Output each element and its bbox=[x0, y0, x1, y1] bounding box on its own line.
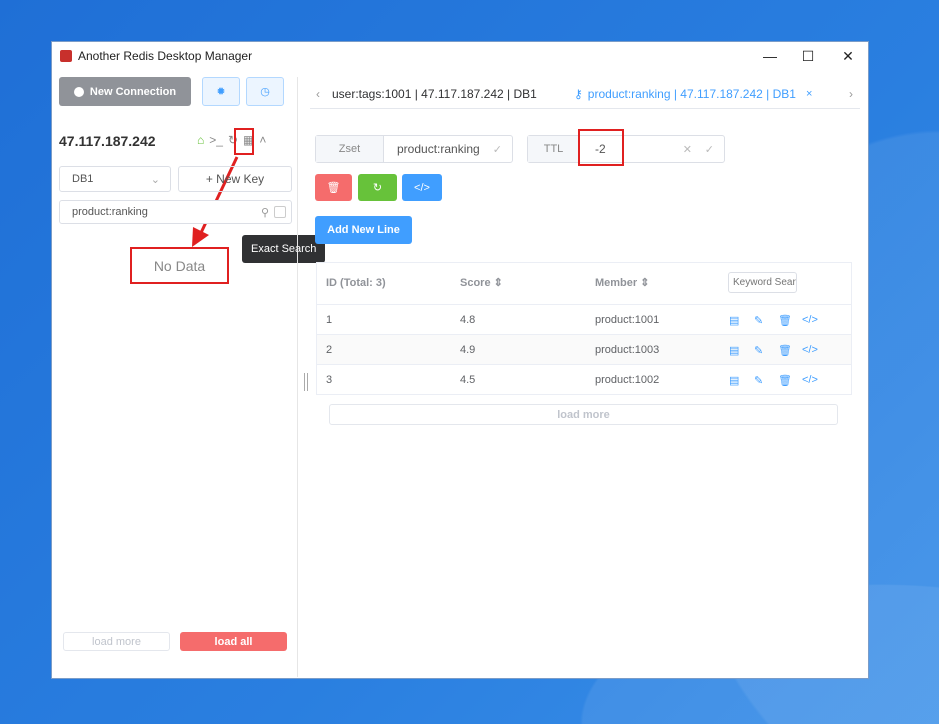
gear-icon: ✹ bbox=[216, 86, 226, 98]
row-member: product:1002 bbox=[595, 374, 660, 386]
annotation-box bbox=[234, 128, 254, 155]
view-icon[interactable]: ▤ bbox=[729, 345, 740, 357]
chevron-down-icon: ⌄ bbox=[150, 173, 160, 186]
grid-icon[interactable]: ▦ bbox=[243, 133, 255, 147]
row-id: 3 bbox=[326, 374, 333, 386]
clear-icon[interactable]: ✕ bbox=[682, 143, 692, 156]
connection-name[interactable]: 47.117.187.242 bbox=[59, 133, 156, 149]
ttl-label: TTL bbox=[528, 136, 580, 162]
tab-label: product:ranking | 47.117.187.242 | DB1 bbox=[587, 87, 796, 101]
ttl-value[interactable]: -2 bbox=[595, 142, 606, 156]
close-button[interactable]: ✕ bbox=[842, 47, 854, 64]
annotation-box bbox=[578, 129, 624, 166]
load-all-button[interactable]: load all bbox=[180, 632, 287, 651]
code-icon[interactable]: </> bbox=[802, 314, 818, 326]
table-row: 3 4.5 product:1002 ▤ ✎ 🗑 </> bbox=[317, 364, 851, 395]
table-header: ID (Total: 3) Score ⇕ Member ⇕ bbox=[317, 263, 851, 304]
chevron-up-icon[interactable]: ˄ bbox=[259, 133, 267, 147]
no-data-text: No Data bbox=[130, 247, 229, 284]
header-id: ID (Total: 3) bbox=[326, 277, 386, 289]
key-type-label: Zset bbox=[316, 136, 384, 162]
sidebar-divider[interactable] bbox=[297, 77, 298, 677]
tab-product-ranking[interactable]: ⚷ product:ranking | 47.117.187.242 | DB1… bbox=[574, 80, 812, 108]
tab-bar-border bbox=[310, 108, 860, 109]
app-window: Another Redis Desktop Manager — ☐ ✕ New … bbox=[51, 41, 869, 679]
header-member[interactable]: Member ⇕ bbox=[595, 276, 649, 289]
settings-button[interactable]: ✹ bbox=[202, 77, 240, 106]
row-score: 4.9 bbox=[460, 344, 476, 356]
exact-search-tooltip: Exact Search bbox=[242, 235, 326, 263]
maximize-button[interactable]: ☐ bbox=[801, 47, 815, 64]
trash-icon[interactable]: 🗑 bbox=[778, 345, 792, 357]
new-connection-label: New Connection bbox=[89, 85, 177, 98]
refresh-icon: ↻ bbox=[372, 182, 383, 194]
check-icon[interactable]: ✓ bbox=[704, 143, 714, 156]
minimize-button[interactable]: — bbox=[763, 48, 777, 64]
key-name-field[interactable]: Zset product:ranking ✓ bbox=[315, 135, 513, 163]
tab-scroll-left[interactable]: ‹ bbox=[316, 87, 320, 101]
refresh-key-button[interactable]: ↻ bbox=[358, 174, 397, 201]
header-score[interactable]: Score ⇕ bbox=[460, 276, 503, 289]
table-row: 2 4.9 product:1003 ▤ ✎ 🗑 </> bbox=[317, 334, 851, 365]
exact-search-checkbox[interactable] bbox=[274, 206, 286, 218]
new-key-button[interactable]: + New Key bbox=[178, 166, 292, 192]
sort-icon[interactable]: ⇕ bbox=[640, 277, 650, 289]
key-name-value[interactable]: product:ranking bbox=[397, 142, 480, 156]
row-score: 4.8 bbox=[460, 314, 476, 326]
refresh-icon[interactable]: ↻ bbox=[227, 133, 238, 147]
search-value: product:ranking bbox=[72, 206, 148, 218]
edit-icon[interactable]: ✎ bbox=[754, 375, 764, 387]
command-log-button[interactable]: ◷ bbox=[246, 77, 284, 106]
db-select-value: DB1 bbox=[72, 173, 94, 185]
tab-user-tags[interactable]: user:tags:1001 | 47.117.187.242 | DB1 bbox=[332, 87, 537, 101]
ttl-field[interactable]: TTL -2 ✕ ✓ bbox=[527, 135, 725, 163]
row-id: 1 bbox=[326, 314, 333, 326]
resize-handle[interactable] bbox=[304, 373, 308, 391]
row-id: 2 bbox=[326, 344, 333, 356]
load-more-button[interactable]: load more bbox=[63, 632, 170, 651]
tab-scroll-right[interactable]: › bbox=[849, 87, 853, 101]
sort-icon[interactable]: ⇕ bbox=[493, 277, 503, 289]
table-row: 1 4.8 product:1001 ▤ ✎ 🗑 </> bbox=[317, 304, 851, 335]
clock-icon: ◷ bbox=[260, 86, 270, 98]
view-icon[interactable]: ▤ bbox=[729, 315, 740, 327]
key-icon: ⚷ bbox=[574, 87, 583, 101]
edit-icon[interactable]: ✎ bbox=[754, 345, 764, 357]
home-icon[interactable]: ⌂ bbox=[197, 133, 205, 147]
row-score: 4.5 bbox=[460, 374, 476, 386]
row-member: product:1001 bbox=[595, 314, 660, 326]
new-connection-button[interactable]: New Connection bbox=[59, 77, 191, 106]
search-icon[interactable]: ⚲ bbox=[260, 206, 269, 219]
row-member: product:1003 bbox=[595, 344, 660, 356]
minus-circle-icon bbox=[73, 86, 84, 97]
close-tab-icon[interactable]: × bbox=[805, 88, 813, 100]
code-icon[interactable]: </> bbox=[802, 374, 818, 386]
title-bar: Another Redis Desktop Manager — ☐ ✕ bbox=[52, 42, 868, 70]
header-score-label: Score bbox=[460, 277, 491, 289]
no-data-label: No Data bbox=[153, 257, 206, 274]
table-load-more-button[interactable]: load more bbox=[329, 404, 838, 425]
key-search-input[interactable]: product:ranking ⚲ bbox=[59, 200, 292, 224]
trash-icon[interactable]: 🗑 bbox=[778, 375, 792, 387]
edit-icon[interactable]: ✎ bbox=[754, 315, 764, 327]
header-member-label: Member bbox=[595, 277, 638, 289]
terminal-icon[interactable]: >_ bbox=[209, 133, 223, 147]
keyword-search-input[interactable] bbox=[728, 272, 797, 293]
app-icon bbox=[60, 50, 72, 62]
trash-icon: 🗑 bbox=[326, 182, 341, 194]
dump-command-button[interactable]: </> bbox=[402, 174, 442, 201]
window-title: Another Redis Desktop Manager bbox=[78, 49, 253, 63]
view-icon[interactable]: ▤ bbox=[729, 375, 740, 387]
code-icon: </> bbox=[414, 181, 430, 194]
db-select[interactable]: DB1 ⌄ bbox=[59, 166, 171, 192]
members-table: ID (Total: 3) Score ⇕ Member ⇕ 1 4.8 pro… bbox=[316, 262, 852, 395]
delete-key-button[interactable]: 🗑 bbox=[315, 174, 352, 201]
code-icon[interactable]: </> bbox=[802, 344, 818, 356]
add-new-line-button[interactable]: Add New Line bbox=[315, 216, 412, 244]
trash-icon[interactable]: 🗑 bbox=[778, 315, 792, 327]
check-icon[interactable]: ✓ bbox=[492, 143, 502, 156]
